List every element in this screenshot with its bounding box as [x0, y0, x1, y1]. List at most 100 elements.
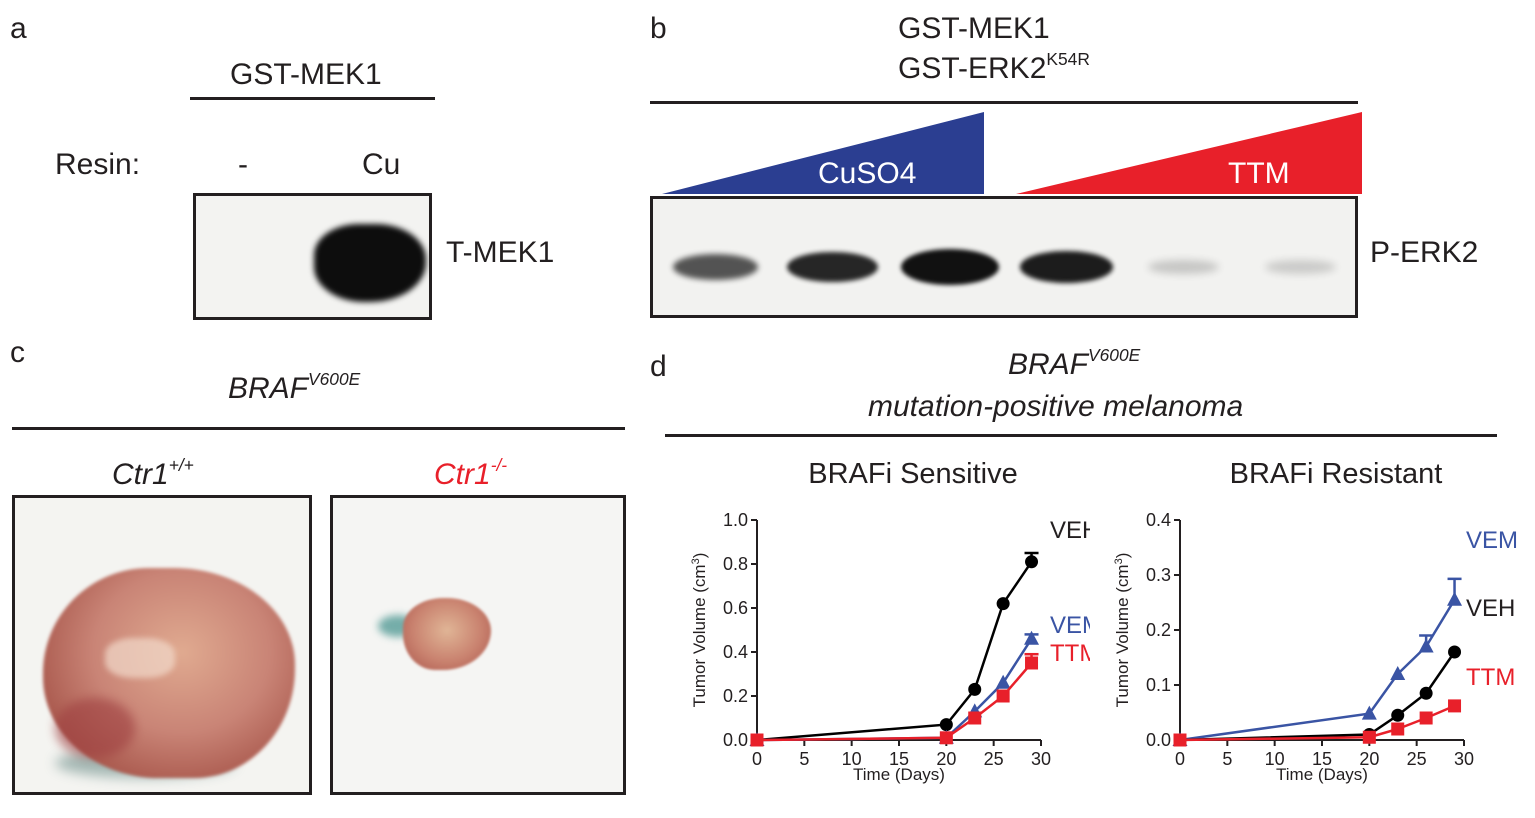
data-point — [1448, 699, 1462, 713]
data-point — [750, 733, 764, 747]
panel-d-title: BRAFV600E — [1008, 344, 1141, 381]
cuso4-label: CuSO4 — [818, 157, 917, 190]
panel-c-title: BRAFV600E — [228, 368, 361, 405]
series-line — [1179, 651, 1456, 742]
y-tick-label: 0.4 — [723, 642, 748, 662]
x-tick-label: 15 — [1312, 749, 1332, 769]
erk2-band-6 — [1265, 259, 1336, 275]
x-tick-label: 20 — [1359, 749, 1379, 769]
panel-d-label: d — [650, 350, 667, 383]
erk2-band-5 — [1147, 259, 1220, 275]
data-point — [1025, 656, 1039, 670]
panel-a-blot-label: T-MEK1 — [446, 236, 555, 269]
data-point — [1173, 733, 1187, 747]
chart-braf-resistant: BRAFi Resistant 0.0 0.1 0.2 0.3 0.4 0 5 10 15 20 25… — [1113, 458, 1518, 784]
panel-b-wedges — [662, 112, 1362, 194]
series-line — [756, 561, 1033, 742]
panel-a-resin-label: Resin: — [55, 148, 141, 181]
data-point — [996, 689, 1010, 703]
panel-b-header-rule — [650, 101, 1358, 104]
series-label-veh: VEH — [1466, 595, 1515, 622]
data-point — [1419, 711, 1433, 725]
series-label-vem: VEM — [1050, 612, 1090, 639]
panel-c-right-label: Ctr1-/- — [434, 454, 508, 491]
x-tick-label: 10 — [842, 749, 862, 769]
data-point — [939, 731, 953, 745]
panel-b-header-2: GST-ERK2K54R — [898, 48, 1090, 85]
series-veh — [1173, 645, 1462, 747]
panel-a-label: a — [10, 12, 27, 45]
data-point — [1418, 638, 1434, 653]
series-label-ttm: TTM — [1466, 664, 1515, 691]
cuso4-wedge — [662, 112, 984, 194]
chart-braf-sensitive: BRAFi Sensitive 0.0 0.2 0.4 0.6 0.8 1.0 0 5 10 15 2… — [690, 458, 1090, 784]
data-point — [1025, 555, 1039, 569]
y-tick-label: 0.8 — [723, 554, 748, 574]
series-veh — [750, 551, 1039, 747]
y-axis-label: Tumor Volume (cm3) — [690, 553, 709, 708]
y-tick-label: 0.6 — [723, 598, 748, 618]
data-point — [1448, 645, 1462, 659]
y-tick-label: 0.1 — [1146, 675, 1171, 695]
x-tick-label: 0 — [752, 749, 762, 769]
y-tick-label: 0.4 — [1146, 510, 1171, 530]
panel-b-blot-label: P-ERK2 — [1370, 236, 1479, 269]
chart-title: BRAFi Resistant — [1230, 458, 1443, 490]
panel-a-header: GST-MEK1 — [230, 58, 382, 91]
data-point — [1390, 666, 1406, 680]
x-tick-label: 15 — [889, 749, 909, 769]
data-point — [1391, 708, 1405, 722]
panel-b-label: b — [650, 12, 667, 45]
series-line — [1179, 599, 1456, 742]
y-tick-label: 0.0 — [723, 730, 748, 750]
x-tick-label: 25 — [1407, 749, 1427, 769]
series-ttm — [750, 652, 1039, 747]
data-point — [968, 682, 982, 696]
data-point — [939, 718, 953, 732]
y-axis-label: Tumor Volume (cm3) — [1113, 553, 1132, 708]
tumor-photo-wildtype — [12, 495, 312, 795]
data-point — [1419, 686, 1433, 700]
x-axis-label: Time (Days) — [853, 765, 945, 784]
ttm-wedge — [1016, 112, 1362, 194]
data-point — [1362, 730, 1376, 744]
panel-a-western-blot — [193, 193, 432, 320]
y-tick-label: 1.0 — [723, 510, 748, 530]
data-point — [1391, 722, 1405, 736]
x-tick-label: 30 — [1454, 749, 1474, 769]
tumor-photo-knockout — [330, 495, 626, 795]
x-tick-label: 20 — [936, 749, 956, 769]
panel-a-header-rule — [190, 97, 435, 100]
panel-b-header-1: GST-MEK1 — [898, 12, 1050, 45]
chart-title: BRAFi Sensitive — [808, 458, 1018, 490]
panel-b-western-blot — [650, 196, 1358, 318]
data-point — [1447, 591, 1463, 606]
series-line — [756, 638, 1033, 742]
x-tick-label: 10 — [1265, 749, 1285, 769]
data-point — [995, 674, 1011, 689]
data-point — [1361, 705, 1377, 720]
x-tick-label: 25 — [984, 749, 1004, 769]
y-tick-label: 0.2 — [723, 686, 748, 706]
series-label-veh: VEH — [1050, 517, 1090, 544]
panel-a-lane-minus: - — [238, 148, 248, 181]
series-label-ttm: TTM — [1050, 640, 1090, 667]
x-tick-label: 0 — [1175, 749, 1185, 769]
data-point — [1024, 630, 1040, 645]
panel-a-lane-cu: Cu — [362, 148, 401, 181]
y-tick-label: 0.3 — [1146, 565, 1171, 585]
x-axis-label: Time (Days) — [1276, 765, 1368, 784]
series-label-vem: VEM — [1466, 527, 1518, 554]
panel-c-label: c — [10, 336, 25, 369]
x-tick-label: 30 — [1031, 749, 1051, 769]
panel-c-left-label: Ctr1+/+ — [112, 454, 194, 491]
mek1-band — [314, 224, 426, 302]
y-tick-label: 0.2 — [1146, 620, 1171, 640]
ttm-label: TTM — [1228, 157, 1290, 190]
y-tick-label: 0.0 — [1146, 730, 1171, 750]
panel-d-subtitle: mutation-positive melanoma — [868, 390, 1244, 423]
panel-c-rule — [12, 427, 625, 430]
series-ttm — [1173, 699, 1462, 747]
erk2-band-3 — [900, 249, 999, 285]
x-tick-label: 5 — [1222, 749, 1232, 769]
